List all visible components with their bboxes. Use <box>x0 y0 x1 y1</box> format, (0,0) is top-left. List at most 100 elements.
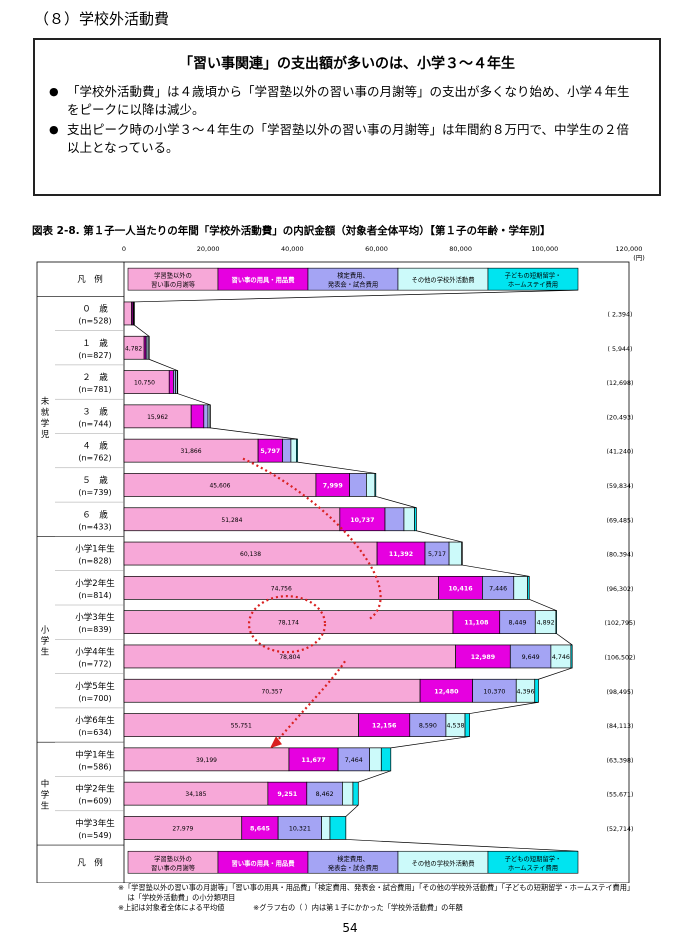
category-label: ３ 歳 <box>82 406 108 417</box>
category-label: 小学3年生 <box>75 612 115 623</box>
bar-connector <box>297 461 376 474</box>
bar-segment <box>176 370 179 394</box>
data-label: 4,892 <box>537 620 555 627</box>
data-label: 8,462 <box>316 791 334 798</box>
category-label: 小学4年生 <box>75 646 115 657</box>
data-label: 78,804 <box>279 654 300 661</box>
category-n: (n=827) <box>78 351 111 360</box>
data-label: 11,392 <box>389 551 413 558</box>
bar-connector <box>358 770 391 783</box>
bar-segment <box>369 747 382 772</box>
category-label: 中学2年生 <box>75 784 115 795</box>
category-label: ４ 歳 <box>82 441 108 452</box>
data-label: 9,251 <box>277 791 297 798</box>
x-tick-label: 60,000 <box>365 245 388 253</box>
bar-connector <box>177 393 211 406</box>
legend-label: 子どもの短期留学・ <box>505 271 562 280</box>
category-label: 中学1年生 <box>75 749 115 760</box>
total-label: (63,398) <box>607 757 634 764</box>
data-label: 4,538 <box>446 723 464 730</box>
data-label: 70,357 <box>262 688 283 695</box>
data-label: 10,750 <box>134 380 155 387</box>
bar-connector <box>556 633 573 646</box>
bar-segment <box>374 473 377 497</box>
bar-segment <box>464 713 470 737</box>
total-label: (69,485) <box>607 517 634 524</box>
total-label: (96,302) <box>607 586 634 593</box>
legend-label: その他の学校外活動費 <box>412 858 475 867</box>
legend-label: 習い事の月謝等 <box>151 280 196 289</box>
category-n: (n=586) <box>78 762 111 771</box>
bar-connector <box>416 530 463 543</box>
data-label: 45,606 <box>209 482 230 489</box>
group-label: 児 <box>41 430 50 440</box>
data-label: 4,746 <box>552 654 570 661</box>
summary-title: 「習い事関連」の支出額が多いのは、小学３～４年生 <box>179 56 515 72</box>
bar-connector <box>210 427 298 440</box>
data-label: 11,677 <box>301 757 325 764</box>
bar-connector <box>345 839 579 852</box>
group-label: 学 <box>41 635 50 646</box>
category-label: 小学2年生 <box>75 578 115 589</box>
total-label: (12,698) <box>607 380 634 387</box>
bar-segment <box>342 781 354 806</box>
figure-title: 図表 2-8. 第１子一人当たりの年間「学校外活動費」の内訳金額（対象者全体平均… <box>32 225 551 237</box>
bar-segment <box>148 335 150 360</box>
data-label: 27,979 <box>172 825 193 832</box>
bar-connector <box>462 564 530 577</box>
data-label: 31,866 <box>181 448 202 455</box>
page-number: 54 <box>342 921 358 935</box>
bar-connector <box>148 358 178 371</box>
bar-connector <box>529 599 557 611</box>
data-label: 9,649 <box>522 654 540 661</box>
legend-swatch <box>487 850 579 874</box>
bar-connector <box>390 736 470 749</box>
total-label: (20,493) <box>607 414 634 421</box>
total-label: ( 5,944) <box>608 346 633 353</box>
group-label: 学 <box>41 418 50 429</box>
category-n: (n=528) <box>78 316 111 325</box>
data-label: 7,446 <box>489 585 507 592</box>
legend-row-label: 凡 例 <box>77 274 103 285</box>
bar-segment <box>513 575 529 600</box>
legend-label: 検定費用、 <box>337 271 368 280</box>
category-n: (n=762) <box>78 454 111 463</box>
arrow-head <box>270 736 282 749</box>
legend-label: 習い事の月謝等 <box>151 863 196 872</box>
category-n: (n=744) <box>78 419 111 428</box>
data-label: 7,464 <box>345 757 363 764</box>
total-label: (55,671) <box>607 792 634 799</box>
bar-segment <box>190 404 205 429</box>
data-label: 39,199 <box>196 757 217 764</box>
data-label: 10,737 <box>350 517 374 524</box>
data-label: 10,370 <box>483 688 505 695</box>
legend-row-label: 凡 例 <box>77 857 103 868</box>
category-label: 小学1年生 <box>75 544 115 555</box>
data-label: 4,396 <box>516 688 534 695</box>
unit-label: (円) <box>633 254 645 262</box>
category-n: (n=549) <box>78 831 111 840</box>
data-label: 15,962 <box>147 414 168 421</box>
group-label: 中 <box>41 779 50 790</box>
legend-label: 子どもの短期留学・ <box>505 854 562 863</box>
data-label: 12,480 <box>434 688 459 695</box>
group-label: 小 <box>41 624 50 635</box>
category-n: (n=433) <box>78 522 111 531</box>
bar-segment <box>133 301 135 326</box>
category-label: 中学3年生 <box>75 818 115 829</box>
bar-segment <box>380 747 392 772</box>
stacked-bar-chart: 0 20,000 40,000 60,000 80,000 100,000 120,000(… <box>36 245 645 883</box>
category-n: (n=772) <box>78 659 111 668</box>
legend-label: 習い事の用具・用品費 <box>232 275 296 284</box>
legend-label: 発表会・試合費用 <box>328 280 378 289</box>
bar-segment <box>352 781 359 806</box>
group-label: 学 <box>41 790 50 801</box>
footnote: ※上記は対象者全体による平均値 ※グラフ右の（ ）内は第１子にかかった「学校外活… <box>118 903 463 912</box>
data-label: 8,449 <box>508 620 526 627</box>
group-label: 生 <box>41 646 50 657</box>
bar-segment <box>209 404 211 429</box>
total-label: (80,394) <box>607 552 634 559</box>
legend-label: その他の学校外活動費 <box>412 275 475 284</box>
group-label: 未 <box>41 396 50 407</box>
category-label: ０ 歳 <box>82 303 108 314</box>
